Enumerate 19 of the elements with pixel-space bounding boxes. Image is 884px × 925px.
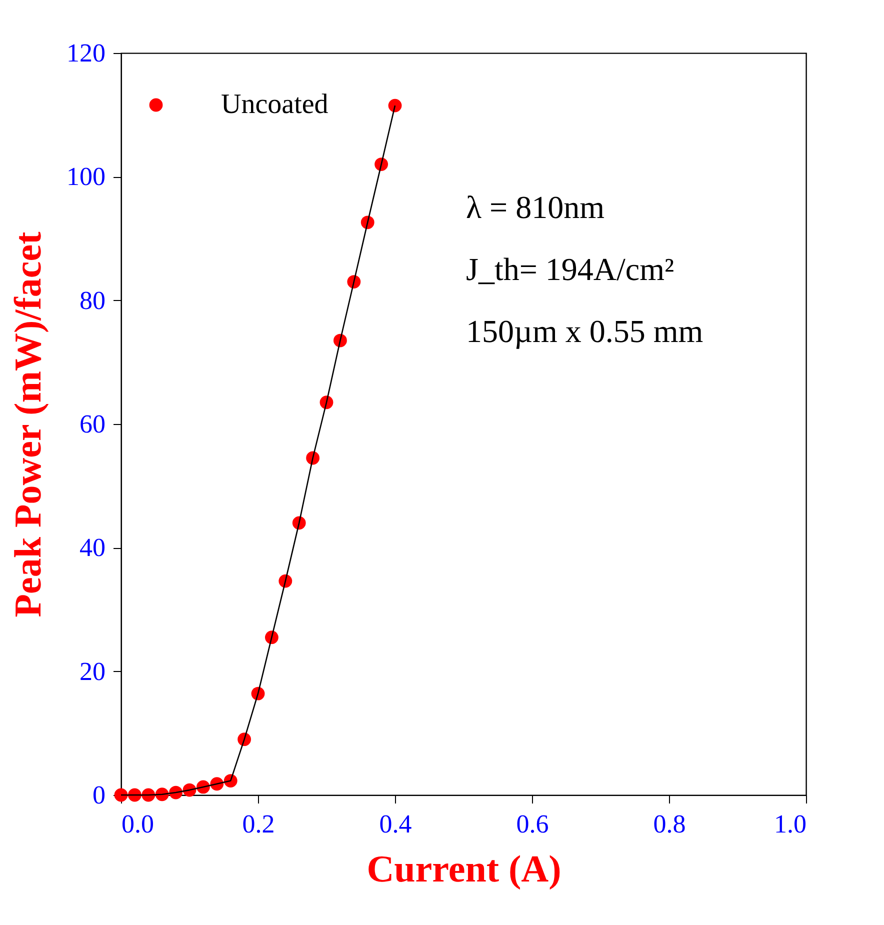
x-tick-label: 1.0	[774, 810, 806, 838]
y-tick-label: 120	[66, 38, 106, 68]
y-tick-label: 0	[92, 780, 106, 810]
legend-label: Uncoated	[221, 89, 328, 120]
x-tick-label: 0.4	[379, 810, 412, 838]
y-tick-label: 20	[80, 656, 106, 686]
y-tick-label: 60	[80, 410, 106, 438]
y-tick-label: 40	[80, 533, 106, 562]
x-tick-label: 0.6	[516, 810, 549, 838]
y-tick-label: 80	[80, 286, 106, 315]
annotation: J_th= 194A/cm²	[466, 251, 674, 287]
y-axis-title: Peak Power (mW)/facet	[8, 231, 50, 618]
annotation: 150µm x 0.55 mm	[466, 313, 704, 349]
x-tick-label: 0.0	[122, 810, 154, 838]
x-tick-label: 0.8	[653, 810, 686, 838]
annotation: λ = 810nm	[466, 189, 605, 225]
x-tick-label: 0.2	[242, 810, 275, 838]
y-tick-label: 100	[66, 162, 106, 192]
x-axis-title: Current (A)	[366, 848, 562, 890]
